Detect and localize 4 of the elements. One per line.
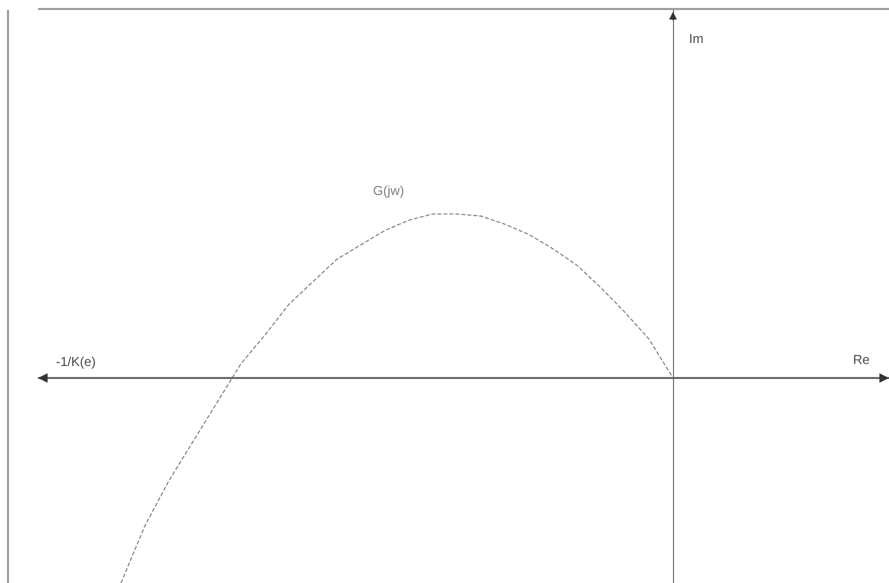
text: Im	[689, 31, 704, 46]
text: Re	[853, 352, 870, 367]
series-label: G(jw)	[373, 183, 404, 198]
text: -1/K(e)	[56, 354, 96, 369]
